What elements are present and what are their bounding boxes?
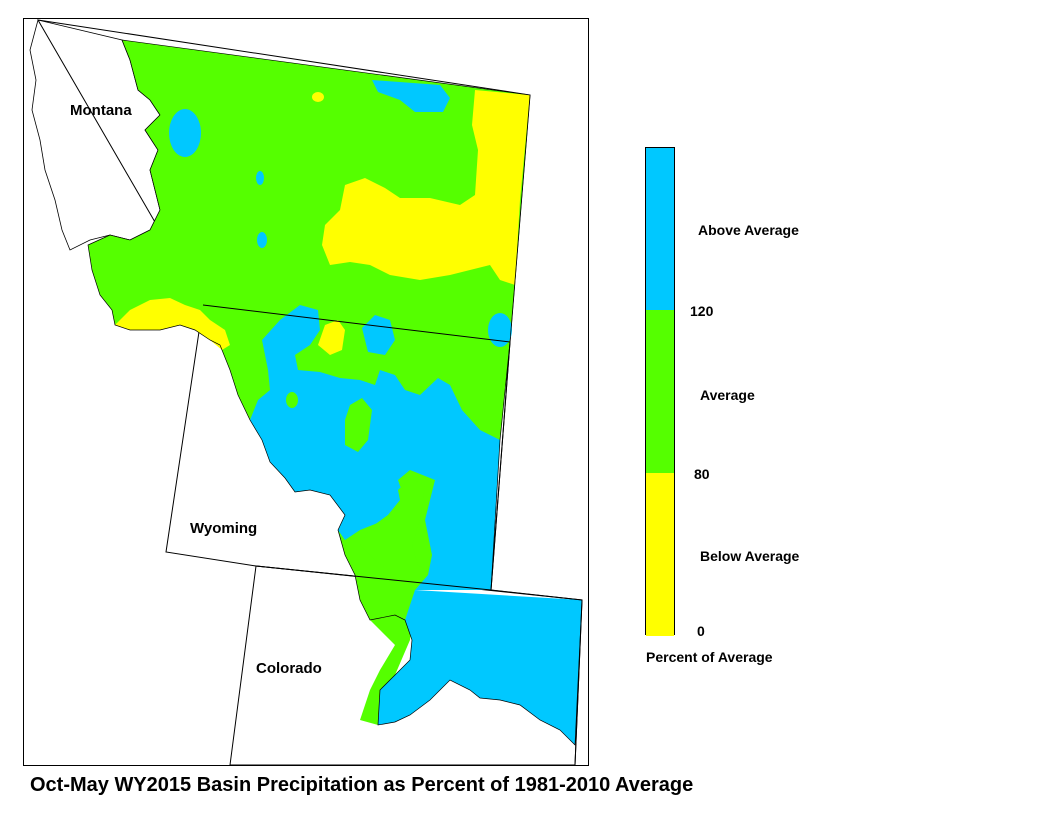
montana-label: Montana (70, 102, 132, 119)
legend-swatch-below (646, 473, 674, 636)
legend-swatch-average (646, 310, 674, 473)
legend-label-below: Below Average (700, 548, 800, 564)
basin-outline (87, 39, 583, 746)
legend-break-0: 0 (697, 623, 705, 639)
above-average-regions (169, 80, 582, 745)
legend-break-120: 120 (690, 303, 714, 319)
wyoming-label: Wyoming (190, 520, 257, 537)
below-average-regions (115, 90, 530, 355)
legend-break-80: 80 (694, 466, 710, 482)
legend-caption: Percent of Average (646, 649, 773, 665)
average-islands (286, 392, 428, 590)
legend-label-average: Average (700, 387, 755, 403)
legend-color-bar (645, 147, 675, 636)
map-title: Oct-May WY2015 Basin Precipitation as Pe… (30, 774, 694, 796)
legend-swatch-above (646, 148, 674, 310)
colorado-label: Colorado (256, 660, 322, 677)
legend-label-above: Above Average (698, 222, 799, 238)
